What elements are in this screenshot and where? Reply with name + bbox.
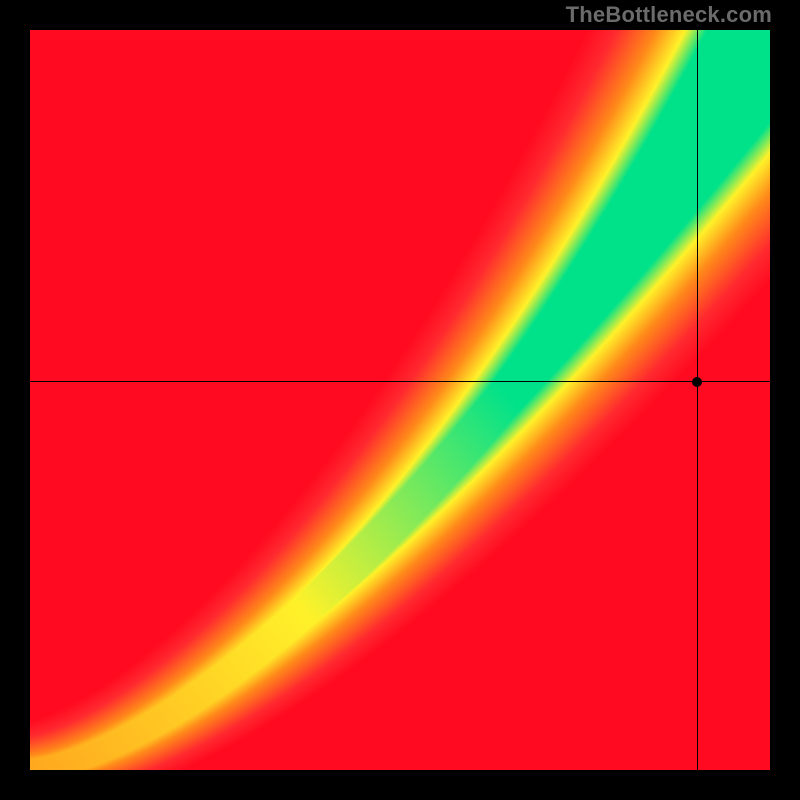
crosshair-horizontal [30,381,770,382]
crosshair-marker [692,377,702,387]
crosshair-vertical [697,30,698,770]
watermark-text: TheBottleneck.com [566,2,772,28]
bottleneck-heatmap [30,30,770,770]
